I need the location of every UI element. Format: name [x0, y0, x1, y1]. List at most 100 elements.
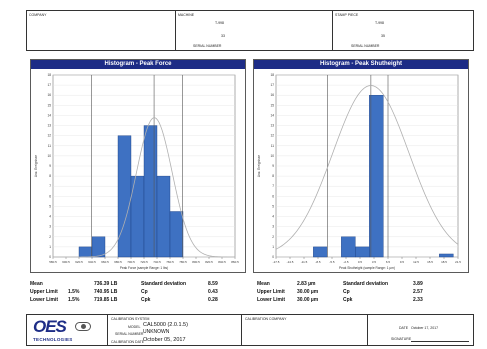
histogram-bar [369, 95, 384, 258]
machine-label: MACHINE [178, 13, 195, 17]
histogram-bar [91, 236, 106, 258]
x-tick-label: 680.5 [114, 260, 122, 264]
histogram-bar [78, 246, 93, 258]
cp-value: 0.43 [208, 289, 218, 295]
calibration-date-label: CALIBRATION DATE [111, 340, 145, 344]
upper-limit-value: 30.00 µm [297, 289, 319, 295]
y-tick-label: 10 [270, 154, 274, 158]
peak-force-panel: Histogram - Peak Force 0 1 2 3 4 5 6 7 8 9 10 11 12 1… [30, 59, 246, 273]
x-tick-label: 860.5 [231, 260, 239, 264]
machine-unit: T-998 [215, 21, 224, 25]
x-tick-label: 580.5 [49, 260, 57, 264]
logo-emblem-icon [75, 322, 91, 331]
setup-label: STAMP PIECE [335, 13, 359, 17]
histogram-bar [341, 236, 356, 258]
x-tick-label: 700.5 [127, 260, 135, 264]
date-value: October 17, 2017 [411, 326, 439, 330]
normal-curve [53, 117, 235, 258]
calibration-date-value: October 05, 2017 [143, 337, 186, 343]
serial-number-value: UNKNOWN [143, 329, 170, 335]
x-tick-label: -2.5 [343, 260, 349, 264]
sd-value: 3.89 [413, 281, 423, 287]
calibration-system-label: CALIBRATION SYSTEM [111, 317, 150, 321]
histogram-bar [169, 211, 184, 258]
y-tick-label: 7 [272, 184, 274, 188]
peak-shutheight-stats: Mean 2.83 µm Upper Limit 30.00 µm Lower … [257, 281, 473, 311]
x-tick-label: -8.5 [315, 260, 321, 264]
lower-limit-label: Lower Limit [30, 297, 59, 303]
y-tick-label: 17 [47, 83, 51, 87]
histogram-bar [156, 175, 171, 258]
y-tick-label: 3 [49, 225, 51, 229]
x-tick-label: 780.5 [179, 260, 187, 264]
x-tick-label: 640.5 [88, 260, 96, 264]
peak-force-stats: Mean 736.39 LB Upper Limit 1.5% 740.95 L… [30, 281, 246, 311]
upper-limit-pct: 1.5% [68, 289, 80, 295]
sd-value: 8.59 [208, 281, 218, 287]
y-tick-label: 3 [272, 225, 274, 229]
x-tick-label: 800.5 [192, 260, 200, 264]
x-tick-label: 12.5 [413, 260, 419, 264]
x-axis-label: Peak Force (sample Range: 1 lbs) [120, 266, 168, 270]
x-tick-label: 620.5 [75, 260, 83, 264]
machine-serial-label: SERIAL NUMBER [193, 44, 222, 48]
normal-curve [275, 85, 459, 250]
sd-label: Standard deviation [343, 281, 389, 287]
x-tick-label: 720.5 [140, 260, 148, 264]
lower-limit-label: Lower Limit [257, 297, 286, 303]
y-tick-label: 2 [49, 235, 51, 239]
x-tick-label: 600.5 [62, 260, 70, 264]
y-tick-label: 8 [49, 174, 51, 178]
histogram-bar [313, 246, 328, 258]
histogram-bar [439, 253, 454, 258]
x-axis-label: Peak Shutheight (sample Range: 1 µm) [339, 266, 395, 270]
y-tick-label: 18 [270, 73, 274, 77]
oes-logo: OES TECHNOLOGIES [31, 317, 105, 345]
signature-line [411, 341, 469, 342]
y-tick-label: 15 [47, 103, 51, 107]
upper-limit-label: Upper Limit [30, 289, 58, 295]
y-axis-label: Anz. Ereignisse [257, 155, 261, 177]
x-tick-label: 18.5 [441, 260, 447, 264]
y-tick-label: 4 [272, 215, 274, 219]
x-tick-label: 840.5 [218, 260, 226, 264]
x-tick-label: 3.5 [372, 260, 377, 264]
cp-label: Cp [141, 289, 148, 295]
y-axis-label: Anz. Ereignisse [34, 155, 38, 177]
y-tick-label: 0 [49, 255, 51, 259]
signature-label: SIGNATURE [391, 337, 412, 341]
upper-limit-value: 740.95 LB [94, 289, 118, 295]
y-tick-label: 14 [47, 113, 51, 117]
serial-number-label: SERIAL NUMBER [115, 332, 144, 336]
footer-divider [367, 315, 368, 345]
date-label: DATE [399, 326, 409, 330]
histogram-bar [355, 246, 370, 258]
x-tick-label: 15.5 [427, 260, 433, 264]
y-tick-label: 5 [49, 204, 51, 208]
x-tick-label: 760.5 [166, 260, 174, 264]
peak-shutheight-panel: Histogram - Peak Shutheight 0 1 2 3 4 5 6 7 8 9 10… [253, 59, 469, 273]
histogram-bar [143, 125, 158, 258]
y-tick-label: 12 [270, 134, 274, 138]
x-tick-label: 0.5 [358, 260, 363, 264]
machine-value: 33 [221, 34, 225, 38]
x-tick-label: 21.5 [455, 260, 461, 264]
peak-shutheight-title: Histogram - Peak Shutheight [254, 60, 468, 69]
lower-limit-value: 30.00 µm [297, 297, 319, 303]
footer-divider [107, 315, 108, 345]
oes-logo-subtitle: TECHNOLOGIES [33, 337, 73, 342]
footer-divider [241, 315, 242, 345]
model-label: MODEL [128, 325, 141, 329]
y-tick-label: 15 [270, 103, 274, 107]
y-tick-label: 1 [49, 245, 51, 249]
setup-serial-label: SERIAL NUMBER [351, 44, 380, 48]
y-tick-label: 17 [270, 83, 274, 87]
y-tick-label: 0 [272, 255, 274, 259]
setup-unit: T-998 [375, 21, 384, 25]
y-tick-label: 2 [272, 235, 274, 239]
x-tick-label: 6.5 [386, 260, 391, 264]
setup-value: 35 [381, 34, 385, 38]
y-tick-label: 13 [270, 124, 274, 128]
